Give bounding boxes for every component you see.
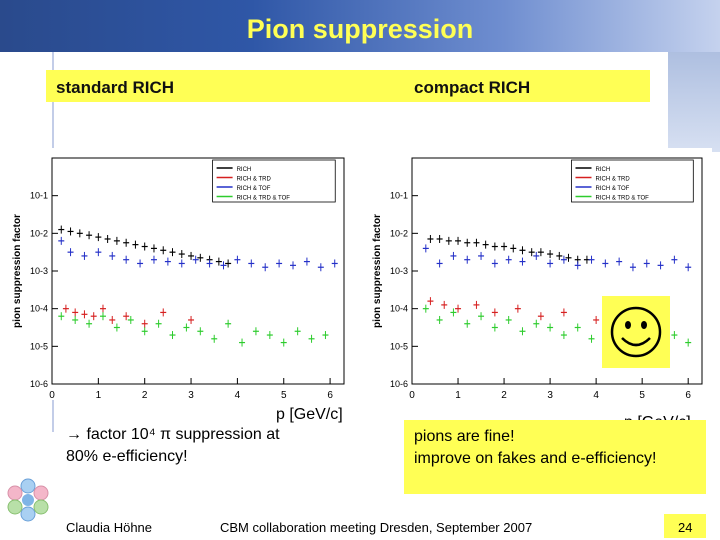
plot-compact-rich-svg: pion suppression factor 0 1 2 3 4 5 6 10-6 10-5 10…: [372, 157, 703, 401]
conclusion-left-line2: 80% e-efficiency!: [66, 448, 188, 465]
smiley-box: [602, 296, 670, 368]
labels-bar: [46, 70, 650, 102]
y-tick-label: 10-3: [30, 266, 48, 276]
y-tick-label: 10-4: [30, 304, 48, 314]
x-tick-label: 1: [455, 390, 461, 400]
legend-box: [212, 159, 336, 203]
footer-author: Claudia Höhne: [66, 520, 153, 535]
y-tick-label: 10-3: [390, 266, 408, 276]
legend-label: RICH: [237, 167, 252, 173]
legend-label: RICH: [596, 167, 611, 173]
legend-label: RICH & TRD: [237, 177, 272, 183]
legend-label: RICH & TOF: [596, 186, 630, 192]
legend-label: RICH & TRD & TOF: [596, 196, 650, 202]
page-number: 24: [678, 520, 693, 535]
x-tick-label: 1: [96, 390, 102, 400]
plot-standard-rich-svg: pion suppression factor 0 1 2 3 4 5 6 10-6 10-5 10…: [12, 157, 345, 401]
legend-label: RICH & TOF: [237, 186, 271, 192]
x-tick-label: 4: [235, 390, 241, 400]
y-tick-label: 10-5: [30, 341, 48, 351]
y-tick-label: 10-2: [30, 228, 48, 238]
x-tick-label: 0: [409, 390, 415, 400]
smiley-icon: [610, 306, 662, 358]
conclusion-left: → factor 10⁴ π suppression at 80% e-effi…: [66, 424, 280, 468]
slide-header: Pion suppression: [0, 0, 720, 52]
x-tick-label: 3: [188, 390, 194, 400]
x-tick-label: 2: [142, 390, 148, 400]
x-tick-label: 2: [501, 390, 507, 400]
y-tick-label: 10-5: [390, 341, 408, 351]
x-tick-label: 6: [327, 390, 333, 400]
legend-label: RICH & TRD & TOF: [237, 196, 291, 202]
x-unit-left: p [GeV/c]: [276, 406, 343, 423]
plot-standard-rich: pion suppression factor 0 1 2 3 4 5 6 10-6 10-5 10…: [8, 148, 354, 401]
conclusion-right-line1: pions are fine!: [414, 428, 515, 445]
page-number-box: [664, 514, 706, 538]
cbm-logo-icon: [7, 478, 49, 522]
legend-label: RICH & TRD: [596, 177, 631, 183]
conclusion-right-line2: improve on fakes and e-efficiency!: [414, 450, 657, 467]
x-tick-label: 6: [685, 390, 691, 400]
conclusion-left-line1: → factor 10⁴ π suppression at: [66, 426, 280, 443]
label-standard-rich: standard RICH: [56, 78, 175, 97]
x-tick-label: 0: [49, 390, 55, 400]
y-tick-label: 10-6: [30, 379, 48, 389]
y-axis-label: pion suppression factor: [372, 214, 383, 328]
label-compact-rich: compact RICH: [414, 78, 531, 97]
x-tick-label: 5: [639, 390, 645, 400]
x-tick-label: 3: [547, 390, 553, 400]
y-tick-label: 10-1: [30, 191, 48, 201]
x-tick-label: 5: [281, 390, 287, 400]
footer-event: CBM collaboration meeting Dresden, Septe…: [220, 520, 533, 535]
y-tick-label: 10-2: [390, 228, 408, 238]
slide-title: Pion suppression: [246, 14, 474, 44]
conclusion-right: pions are fine! improve on fakes and e-e…: [414, 426, 657, 470]
legend-box: [571, 159, 694, 203]
x-tick-label: 4: [593, 390, 599, 400]
conclusion-right-box: [404, 420, 706, 494]
y-tick-label: 10-1: [390, 191, 408, 201]
right-deco-bar: [668, 52, 720, 152]
y-tick-label: 10-6: [390, 379, 408, 389]
y-tick-label: 10-4: [390, 304, 408, 314]
y-axis-label: pion suppression factor: [12, 214, 23, 328]
